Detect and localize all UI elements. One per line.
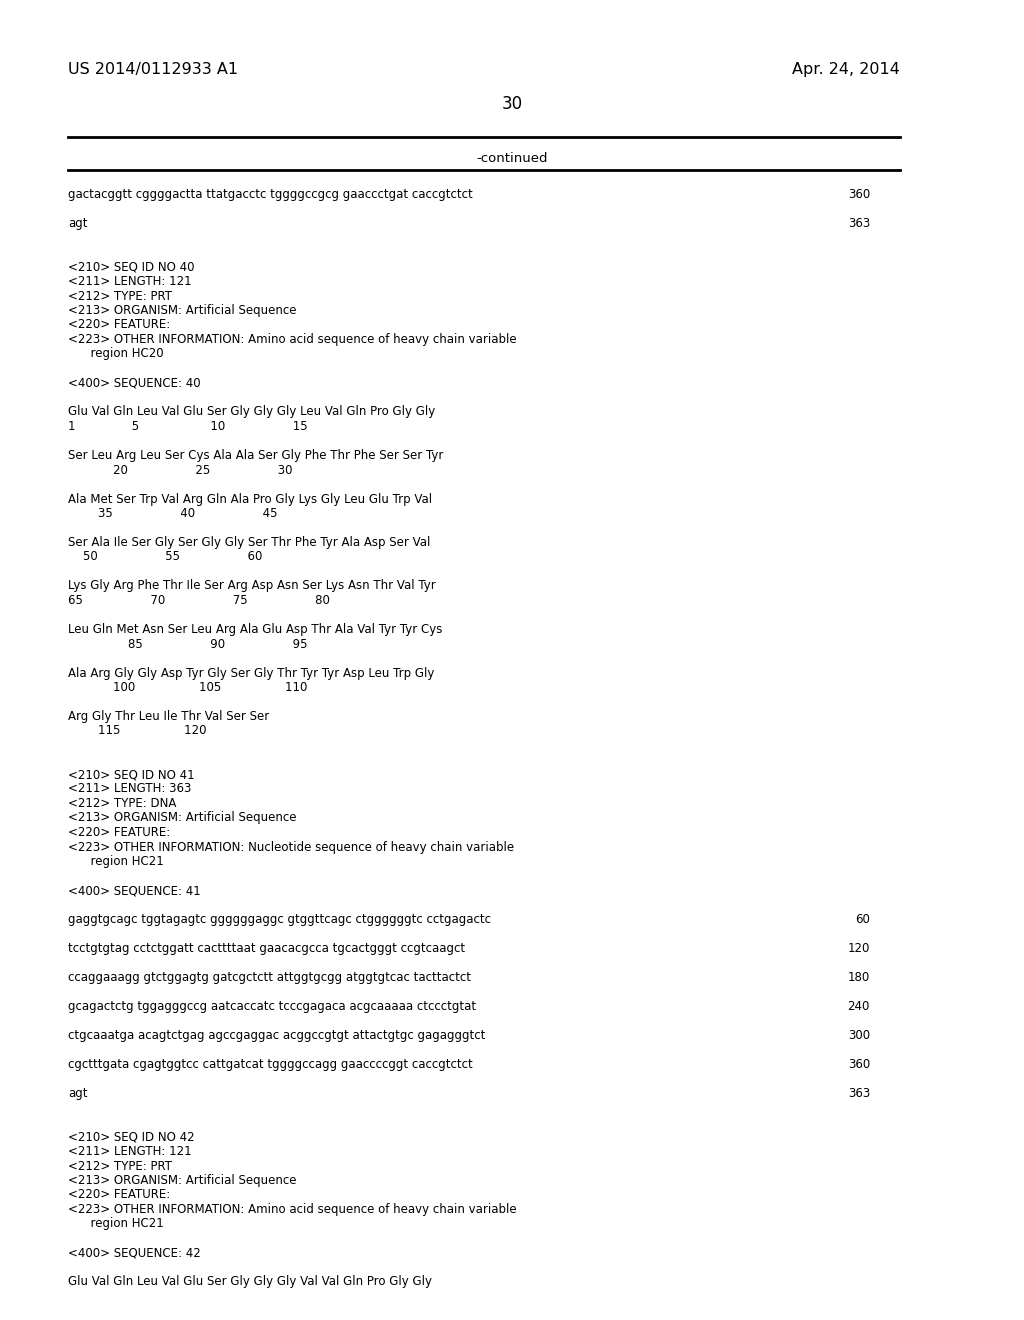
Text: 85                  90                  95: 85 90 95: [68, 638, 307, 651]
Text: <213> ORGANISM: Artificial Sequence: <213> ORGANISM: Artificial Sequence: [68, 304, 297, 317]
Text: Apr. 24, 2014: Apr. 24, 2014: [793, 62, 900, 77]
Text: region HC20: region HC20: [68, 347, 164, 360]
Text: <211> LENGTH: 121: <211> LENGTH: 121: [68, 1144, 191, 1158]
Text: gcagactctg tggagggccg aatcaccatc tcccgagaca acgcaaaaa ctccctgtat: gcagactctg tggagggccg aatcaccatc tcccgag…: [68, 1001, 476, 1012]
Text: gaggtgcagc tggtagagtc ggggggaggc gtggttcagc ctggggggtc cctgagactc: gaggtgcagc tggtagagtc ggggggaggc gtggttc…: [68, 913, 490, 927]
Text: Glu Val Gln Leu Val Glu Ser Gly Gly Gly Val Val Gln Pro Gly Gly: Glu Val Gln Leu Val Glu Ser Gly Gly Gly …: [68, 1275, 432, 1288]
Text: Ser Leu Arg Leu Ser Cys Ala Ala Ser Gly Phe Thr Phe Ser Ser Tyr: Ser Leu Arg Leu Ser Cys Ala Ala Ser Gly …: [68, 449, 443, 462]
Text: 240: 240: [848, 1001, 870, 1012]
Text: <223> OTHER INFORMATION: Nucleotide sequence of heavy chain variable: <223> OTHER INFORMATION: Nucleotide sequ…: [68, 841, 514, 854]
Text: <400> SEQUENCE: 40: <400> SEQUENCE: 40: [68, 376, 201, 389]
Text: agt: agt: [68, 216, 87, 230]
Text: <211> LENGTH: 121: <211> LENGTH: 121: [68, 275, 191, 288]
Text: <210> SEQ ID NO 40: <210> SEQ ID NO 40: [68, 260, 195, 273]
Text: 100                 105                 110: 100 105 110: [68, 681, 307, 694]
Text: <211> LENGTH: 363: <211> LENGTH: 363: [68, 783, 191, 796]
Text: 1               5                   10                  15: 1 5 10 15: [68, 420, 307, 433]
Text: gactacggtt cggggactta ttatgacctc tggggccgcg gaaccctgat caccgtctct: gactacggtt cggggactta ttatgacctc tggggcc…: [68, 187, 473, 201]
Text: <400> SEQUENCE: 41: <400> SEQUENCE: 41: [68, 884, 201, 898]
Text: 363: 363: [848, 216, 870, 230]
Text: <210> SEQ ID NO 42: <210> SEQ ID NO 42: [68, 1130, 195, 1143]
Text: 120: 120: [848, 942, 870, 954]
Text: 180: 180: [848, 972, 870, 983]
Text: 50                  55                  60: 50 55 60: [68, 550, 262, 564]
Text: 35                  40                  45: 35 40 45: [68, 507, 278, 520]
Text: <223> OTHER INFORMATION: Amino acid sequence of heavy chain variable: <223> OTHER INFORMATION: Amino acid sequ…: [68, 1203, 517, 1216]
Text: 20                  25                  30: 20 25 30: [68, 463, 293, 477]
Text: Glu Val Gln Leu Val Glu Ser Gly Gly Gly Leu Val Gln Pro Gly Gly: Glu Val Gln Leu Val Glu Ser Gly Gly Gly …: [68, 405, 435, 418]
Text: <212> TYPE: DNA: <212> TYPE: DNA: [68, 797, 176, 810]
Text: <212> TYPE: PRT: <212> TYPE: PRT: [68, 289, 172, 302]
Text: 363: 363: [848, 1086, 870, 1100]
Text: <220> FEATURE:: <220> FEATURE:: [68, 318, 170, 331]
Text: 300: 300: [848, 1030, 870, 1041]
Text: tcctgtgtag cctctggatt cacttttaat gaacacgcca tgcactgggt ccgtcaagct: tcctgtgtag cctctggatt cacttttaat gaacacg…: [68, 942, 465, 954]
Text: <220> FEATURE:: <220> FEATURE:: [68, 1188, 170, 1201]
Text: Ser Ala Ile Ser Gly Ser Gly Gly Ser Thr Phe Tyr Ala Asp Ser Val: Ser Ala Ile Ser Gly Ser Gly Gly Ser Thr …: [68, 536, 430, 549]
Text: Ala Arg Gly Gly Asp Tyr Gly Ser Gly Thr Tyr Tyr Asp Leu Trp Gly: Ala Arg Gly Gly Asp Tyr Gly Ser Gly Thr …: [68, 667, 434, 680]
Text: Lys Gly Arg Phe Thr Ile Ser Arg Asp Asn Ser Lys Asn Thr Val Tyr: Lys Gly Arg Phe Thr Ile Ser Arg Asp Asn …: [68, 579, 436, 593]
Text: 115                 120: 115 120: [68, 725, 207, 738]
Text: Arg Gly Thr Leu Ile Thr Val Ser Ser: Arg Gly Thr Leu Ile Thr Val Ser Ser: [68, 710, 269, 723]
Text: region HC21: region HC21: [68, 1217, 164, 1230]
Text: ctgcaaatga acagtctgag agccgaggac acggccgtgt attactgtgc gagagggtct: ctgcaaatga acagtctgag agccgaggac acggccg…: [68, 1030, 485, 1041]
Text: 360: 360: [848, 1059, 870, 1071]
Text: Ala Met Ser Trp Val Arg Gln Ala Pro Gly Lys Gly Leu Glu Trp Val: Ala Met Ser Trp Val Arg Gln Ala Pro Gly …: [68, 492, 432, 506]
Text: cgctttgata cgagtggtcc cattgatcat tggggccagg gaaccccggt caccgtctct: cgctttgata cgagtggtcc cattgatcat tggggcc…: [68, 1059, 473, 1071]
Text: <212> TYPE: PRT: <212> TYPE: PRT: [68, 1159, 172, 1172]
Text: <223> OTHER INFORMATION: Amino acid sequence of heavy chain variable: <223> OTHER INFORMATION: Amino acid sequ…: [68, 333, 517, 346]
Text: <400> SEQUENCE: 42: <400> SEQUENCE: 42: [68, 1246, 201, 1259]
Text: 360: 360: [848, 187, 870, 201]
Text: Leu Gln Met Asn Ser Leu Arg Ala Glu Asp Thr Ala Val Tyr Tyr Cys: Leu Gln Met Asn Ser Leu Arg Ala Glu Asp …: [68, 623, 442, 636]
Text: <213> ORGANISM: Artificial Sequence: <213> ORGANISM: Artificial Sequence: [68, 812, 297, 825]
Text: region HC21: region HC21: [68, 855, 164, 869]
Text: <210> SEQ ID NO 41: <210> SEQ ID NO 41: [68, 768, 195, 781]
Text: <220> FEATURE:: <220> FEATURE:: [68, 826, 170, 840]
Text: 65                  70                  75                  80: 65 70 75 80: [68, 594, 330, 607]
Text: <213> ORGANISM: Artificial Sequence: <213> ORGANISM: Artificial Sequence: [68, 1173, 297, 1187]
Text: -continued: -continued: [476, 152, 548, 165]
Text: 60: 60: [855, 913, 870, 927]
Text: US 2014/0112933 A1: US 2014/0112933 A1: [68, 62, 239, 77]
Text: agt: agt: [68, 1086, 87, 1100]
Text: ccaggaaagg gtctggagtg gatcgctctt attggtgcgg atggtgtcac tacttactct: ccaggaaagg gtctggagtg gatcgctctt attggtg…: [68, 972, 471, 983]
Text: 30: 30: [502, 95, 522, 114]
